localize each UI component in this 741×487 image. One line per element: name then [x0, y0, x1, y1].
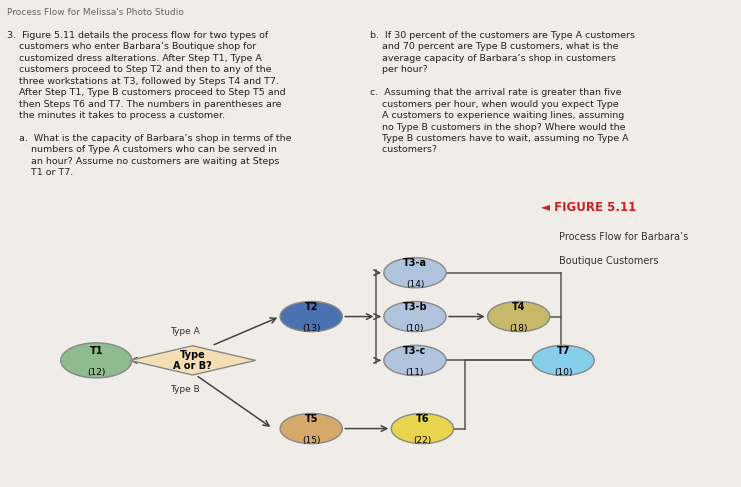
- Ellipse shape: [280, 301, 342, 332]
- Ellipse shape: [61, 343, 132, 378]
- Text: T2: T2: [305, 302, 318, 312]
- Text: (13): (13): [302, 324, 320, 333]
- Text: T3-b: T3-b: [402, 302, 428, 312]
- Text: Type B: Type B: [170, 385, 200, 393]
- Ellipse shape: [391, 413, 453, 444]
- Ellipse shape: [384, 345, 446, 375]
- Text: T7: T7: [556, 346, 570, 356]
- Text: Type
A or B?: Type A or B?: [173, 350, 212, 371]
- Text: T3-c: T3-c: [403, 346, 427, 356]
- Ellipse shape: [384, 258, 446, 288]
- Text: b.  If 30 percent of the customers are Type A customers
    and 70 percent are T: b. If 30 percent of the customers are Ty…: [370, 31, 636, 154]
- Text: (10): (10): [406, 324, 424, 333]
- Polygon shape: [130, 346, 256, 375]
- Text: T4: T4: [512, 302, 525, 312]
- Text: (15): (15): [302, 436, 320, 445]
- Ellipse shape: [280, 413, 342, 444]
- Text: T1: T1: [90, 346, 103, 356]
- Text: (12): (12): [87, 368, 105, 377]
- Text: ◄ FIGURE 5.11: ◄ FIGURE 5.11: [541, 201, 637, 214]
- Text: Process Flow for Barbara’s: Process Flow for Barbara’s: [559, 232, 688, 243]
- Text: 3.  Figure 5.11 details the process flow for two types of
    customers who ente: 3. Figure 5.11 details the process flow …: [7, 31, 292, 177]
- Ellipse shape: [532, 345, 594, 375]
- Text: Process Flow for Melissa's Photo Studio: Process Flow for Melissa's Photo Studio: [7, 8, 185, 17]
- Text: T6: T6: [416, 414, 429, 424]
- Ellipse shape: [488, 301, 550, 332]
- Text: (11): (11): [406, 368, 424, 377]
- Text: (22): (22): [413, 436, 431, 445]
- Text: (10): (10): [554, 368, 572, 377]
- Ellipse shape: [384, 301, 446, 332]
- Text: (14): (14): [406, 281, 424, 289]
- Text: T3-a: T3-a: [403, 258, 427, 268]
- Text: Boutique Customers: Boutique Customers: [559, 256, 659, 265]
- Text: (18): (18): [510, 324, 528, 333]
- Text: T5: T5: [305, 414, 318, 424]
- Text: Type A: Type A: [170, 327, 200, 336]
